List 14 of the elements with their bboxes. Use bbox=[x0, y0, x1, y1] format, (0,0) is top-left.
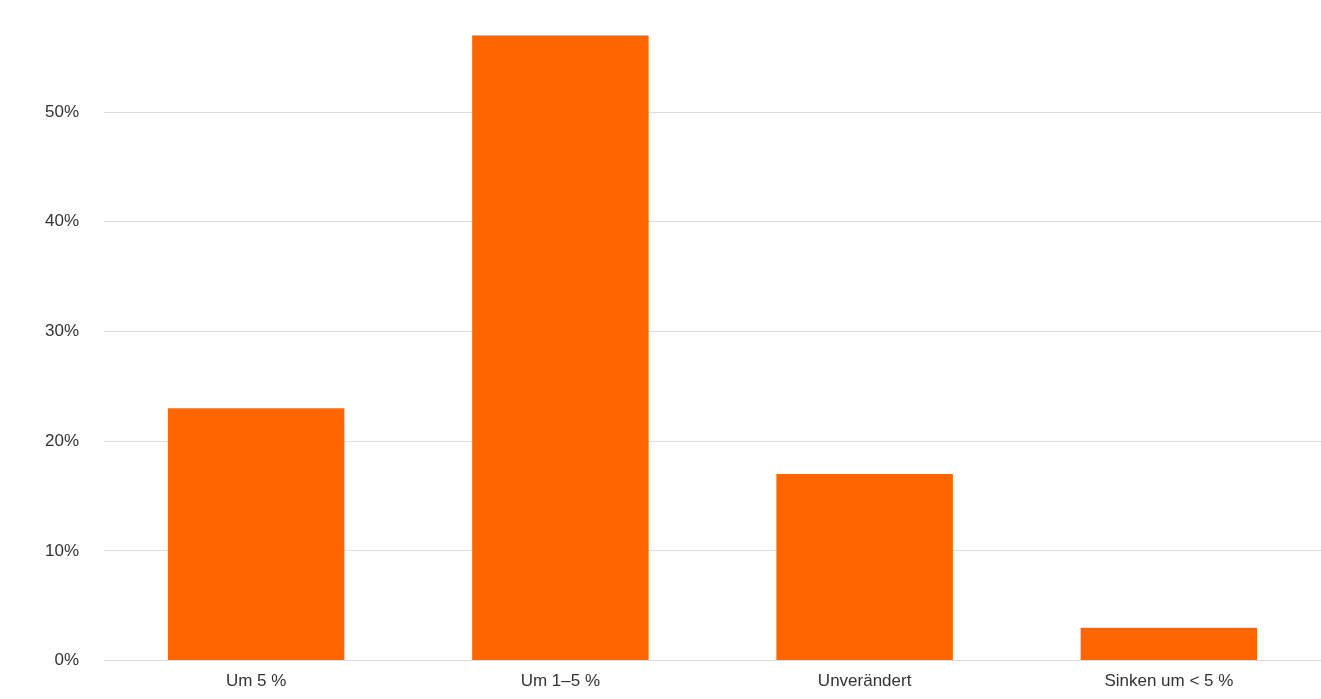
x-tick-label: Um 1–5 % bbox=[520, 671, 601, 691]
y-tick-label: 0% bbox=[54, 650, 80, 670]
bar bbox=[472, 35, 649, 661]
bar bbox=[1080, 627, 1258, 661]
y-tick-label: 20% bbox=[44, 430, 80, 450]
y-tick-label: 40% bbox=[44, 211, 80, 231]
x-tick-label: Unverändert bbox=[817, 671, 912, 691]
y-tick-label: 10% bbox=[44, 540, 80, 560]
bar bbox=[167, 408, 345, 661]
x-tick-label: Um 5 % bbox=[225, 671, 287, 691]
bar bbox=[776, 474, 953, 661]
y-tick-label: 50% bbox=[44, 101, 80, 121]
y-tick-label: 30% bbox=[44, 321, 80, 341]
x-tick-label: Sinken um < 5 % bbox=[1104, 671, 1234, 691]
